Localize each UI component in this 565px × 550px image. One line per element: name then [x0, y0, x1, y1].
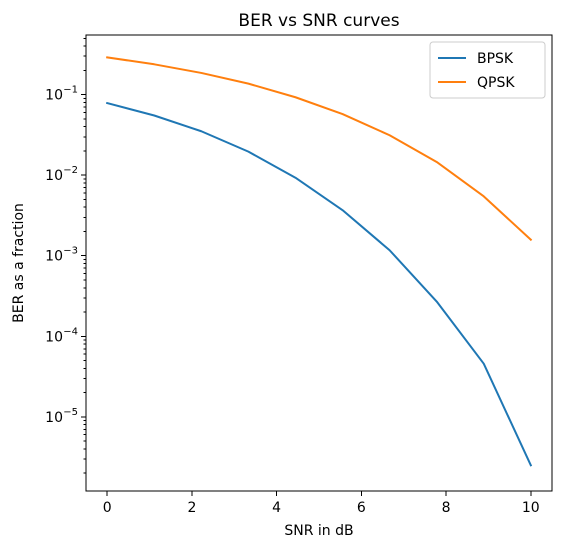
legend-label-qpsk: QPSK	[477, 75, 515, 91]
series-line-bpsk	[105, 101, 533, 467]
y-tick-exponent: −3	[63, 246, 78, 257]
legend-box	[429, 41, 546, 99]
plot-frame	[85, 34, 553, 492]
y-tick-exponent: −2	[63, 165, 78, 176]
x-tick-label: 10	[522, 500, 540, 516]
x-tick-label: 2	[187, 500, 196, 516]
x-axis-label: SNR in dB	[284, 523, 353, 539]
x-ticks: 0 2 4 6 8 10	[103, 491, 540, 516]
y-tick-label: 10	[45, 249, 63, 265]
legend-label-bpsk: BPSK	[477, 51, 514, 67]
y-tick-label: 10	[45, 410, 63, 426]
x-tick-label: 6	[357, 500, 366, 516]
series-line-qpsk	[106, 56, 533, 242]
y-tick-label: 10	[45, 88, 63, 104]
y-tick-exponent: −1	[63, 85, 78, 96]
x-tick-label: 0	[103, 500, 112, 516]
y-tick-label: 10	[45, 168, 63, 184]
legend: BPSK QPSK	[429, 41, 546, 99]
y-axis-label: BER as a fraction	[11, 203, 27, 323]
y-tick-exponent: −5	[63, 407, 78, 418]
y-tick-exponent: −4	[63, 326, 78, 337]
x-tick-label: 4	[272, 500, 281, 516]
series-layer	[105, 56, 533, 467]
chart-title: BER vs SNR curves	[238, 11, 399, 31]
y-ticks: 10−510−410−310−210−1	[45, 37, 86, 474]
y-tick-label: 10	[45, 329, 63, 345]
plot-background	[86, 35, 552, 491]
x-tick-label: 8	[442, 500, 451, 516]
